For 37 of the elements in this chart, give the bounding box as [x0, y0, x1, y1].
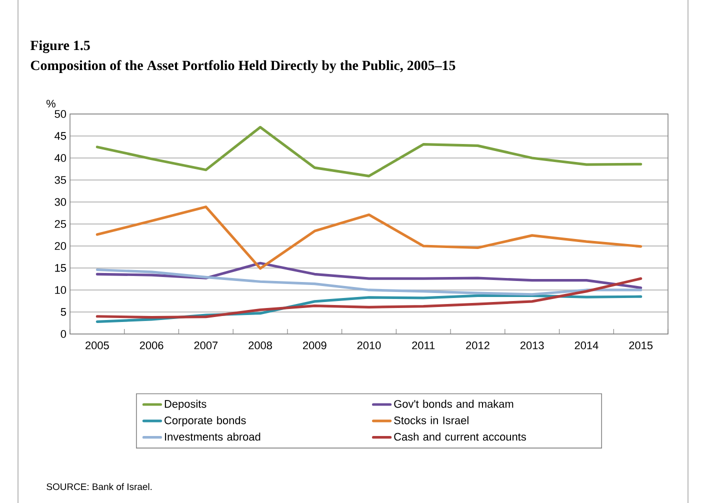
- x-tick-label: 2015: [629, 342, 653, 350]
- line-series: [96, 206, 642, 270]
- y-tick-label: 5: [60, 308, 66, 316]
- y-tick-label: 45: [54, 132, 66, 140]
- x-tick-label: 2007: [194, 342, 218, 350]
- x-tick-label: 2014: [574, 342, 598, 350]
- legend-label: Corporate bonds: [164, 416, 246, 426]
- x-tick-label: 2006: [140, 342, 164, 350]
- y-tick-label: 50: [54, 110, 66, 118]
- y-tick-label: 0: [60, 330, 66, 338]
- line-series: [96, 126, 642, 178]
- x-tick-label: 2009: [303, 342, 326, 350]
- line-series: [96, 277, 642, 319]
- line-series: [96, 268, 642, 296]
- source-note: SOURCE: Bank of Israel.: [46, 483, 152, 490]
- chart-subtitle: Composition of the Asset Portfolio Held Directly by the Public, 2005–15: [30, 60, 456, 74]
- x-tick-label: 2008: [248, 342, 272, 350]
- x-tick-label: 2011: [412, 342, 435, 350]
- line-series: [96, 262, 642, 290]
- y-tick-label: 20: [54, 242, 66, 250]
- legend-label: Stocks in Israel: [394, 416, 468, 424]
- x-tick-label: 2005: [86, 342, 109, 350]
- y-tick-label: 40: [54, 154, 66, 162]
- x-tick-label: 2012: [466, 342, 490, 350]
- legend-label: Gov't bonds and makam: [394, 400, 514, 408]
- legend-label: Cash and current accounts: [394, 432, 526, 441]
- legend-label: Investments abroad: [165, 432, 260, 441]
- y-tick-label: 35: [54, 176, 66, 184]
- x-tick-label: 2010: [357, 342, 381, 350]
- x-tick-label: 2013: [520, 342, 544, 350]
- y-tick-label: 15: [55, 264, 66, 272]
- y-axis-title: %: [46, 100, 56, 108]
- y-tick-label: 25: [54, 220, 66, 228]
- legend-label: Deposits: [164, 400, 206, 410]
- y-tick-label: 10: [55, 286, 66, 294]
- y-tick-label: 30: [54, 198, 66, 206]
- chart-title: Figure 1.5: [30, 40, 90, 54]
